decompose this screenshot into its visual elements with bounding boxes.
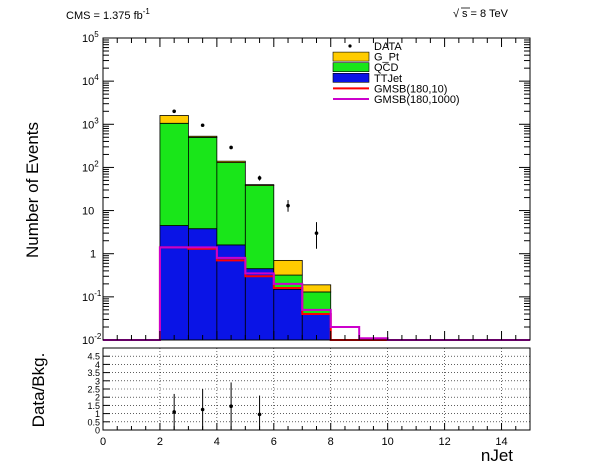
y-tick-label-5: 103 bbox=[82, 116, 99, 131]
legend-swatch-g-pt bbox=[332, 51, 370, 62]
legend-label-g-pt: G_Pt bbox=[374, 52, 399, 64]
y-tick-label-4: 102 bbox=[82, 159, 99, 174]
bar-g-pt-bin-6 bbox=[273, 259, 303, 276]
x-tick-label-1: 2 bbox=[157, 436, 163, 448]
data-point-0 bbox=[172, 109, 176, 114]
y-tick-label-0: 10-2 bbox=[82, 332, 102, 347]
bar-g-pt-bin-2 bbox=[159, 115, 189, 124]
y-tick-label-6: 104 bbox=[82, 73, 99, 88]
main-y-axis-title: Number of Events bbox=[23, 122, 42, 258]
bar-qcd-bin-2 bbox=[159, 122, 189, 226]
ratio-point-1 bbox=[200, 407, 205, 412]
y-tick-label-7: 105 bbox=[82, 30, 99, 45]
y-tick-label-1: 10-1 bbox=[82, 289, 102, 304]
ratio-y-tick-label-0: 0 bbox=[95, 426, 100, 436]
data-point-4 bbox=[286, 203, 290, 208]
ratio-y-tick-label-7: 3.5 bbox=[87, 368, 100, 378]
ratio-point-3 bbox=[257, 412, 262, 417]
legend: DATAG_PtQCDTTJetGMSB(180,10)GMSB(180,100… bbox=[332, 41, 460, 106]
legend-swatch-ttjet bbox=[332, 73, 370, 83]
bar-g-pt-bin-4 bbox=[216, 160, 246, 163]
data-point-2 bbox=[229, 145, 233, 150]
bar-ttjet-bin-2 bbox=[159, 225, 189, 341]
main-x-ticks bbox=[102, 38, 531, 340]
main-y-axis: 10-2 10-1 1 10 102 103 104 105 bbox=[82, 30, 530, 347]
bar-ttjet-bin-3 bbox=[187, 228, 218, 341]
data-point-5 bbox=[314, 231, 319, 235]
ratio-y-tick-label-1: 0.5 bbox=[87, 417, 100, 427]
legend-label-gmsb-180-10-: GMSB(180,10) bbox=[374, 83, 447, 95]
bar-ttjet-bin-4 bbox=[216, 244, 246, 341]
bar-qcd-bin-3 bbox=[187, 136, 218, 230]
legend-label-gmsb-180-1000-: GMSB(180,1000) bbox=[374, 94, 460, 106]
bar-qcd-bin-5 bbox=[244, 185, 275, 270]
ratio-points bbox=[172, 382, 262, 430]
x-axis-title: nJet bbox=[481, 446, 513, 465]
bar-g-pt-bin-5 bbox=[244, 184, 275, 186]
legend-swatch-data bbox=[348, 44, 352, 48]
legend-label-qcd: QCD bbox=[374, 62, 399, 74]
ratio-plot-area: 00.511.522.533.544.5 0 2 4 6 8 10 12 14 Data/Bk… bbox=[29, 347, 531, 465]
ratio-y-tick-label-5: 2.5 bbox=[87, 385, 100, 395]
bar-g-pt-bin-7 bbox=[301, 284, 332, 293]
legend-swatch-qcd bbox=[332, 62, 370, 73]
x-tick-label-5: 10 bbox=[382, 436, 394, 448]
x-tick-label-6: 12 bbox=[438, 436, 450, 448]
data-points bbox=[172, 109, 319, 249]
x-tick-label-2: 4 bbox=[214, 436, 220, 448]
data-point-3 bbox=[257, 176, 262, 180]
legend-label-ttjet: TTJet bbox=[374, 73, 402, 85]
ratio-point-2 bbox=[229, 404, 233, 409]
y-tick-label-2: 1 bbox=[90, 249, 96, 261]
ratio-y-tick-label-2: 1 bbox=[95, 409, 100, 419]
ratio-x-axis: 0 2 4 6 8 10 12 14 bbox=[100, 423, 531, 448]
ratio-y-tick-label-3: 1.5 bbox=[87, 401, 100, 411]
ratio-y-tick-label-8: 4 bbox=[95, 360, 100, 370]
bar-ttjet-bin-6 bbox=[273, 288, 303, 341]
ratio-grid bbox=[103, 348, 530, 430]
main-plot-area: 10-2 10-1 1 10 102 103 104 105 Number of Events bbox=[23, 30, 531, 347]
ratio-y-tick-label-9: 4.5 bbox=[87, 352, 100, 362]
y-tick-label-3: 10 bbox=[82, 206, 94, 218]
x-tick-label-7: 14 bbox=[495, 436, 507, 448]
ratio-y-axis-title: Data/Bkg. bbox=[29, 353, 48, 428]
luminosity-label: CMS = 1.375 fb-1 bbox=[66, 7, 150, 22]
ratio-point-0 bbox=[172, 410, 176, 414]
stacked-histogram bbox=[159, 115, 332, 341]
x-tick-label-0: 0 bbox=[100, 436, 106, 448]
data-point-1 bbox=[200, 123, 205, 128]
bar-qcd-bin-4 bbox=[216, 162, 246, 246]
legend-label-data: DATA bbox=[374, 41, 402, 53]
ratio-y-tick-label-6: 3 bbox=[95, 376, 100, 386]
bar-g-pt-bin-3 bbox=[187, 135, 218, 138]
ratio-y-axis: 00.511.522.533.544.5 bbox=[87, 352, 110, 436]
energy-sqrt-symbol: √ bbox=[453, 8, 460, 20]
bar-ttjet-bin-5 bbox=[244, 268, 275, 341]
x-tick-label-3: 6 bbox=[271, 436, 277, 448]
ratio-y-tick-label-4: 2 bbox=[95, 393, 100, 403]
x-tick-label-4: 8 bbox=[328, 436, 334, 448]
energy-label: s = 8 TeV bbox=[462, 8, 509, 20]
